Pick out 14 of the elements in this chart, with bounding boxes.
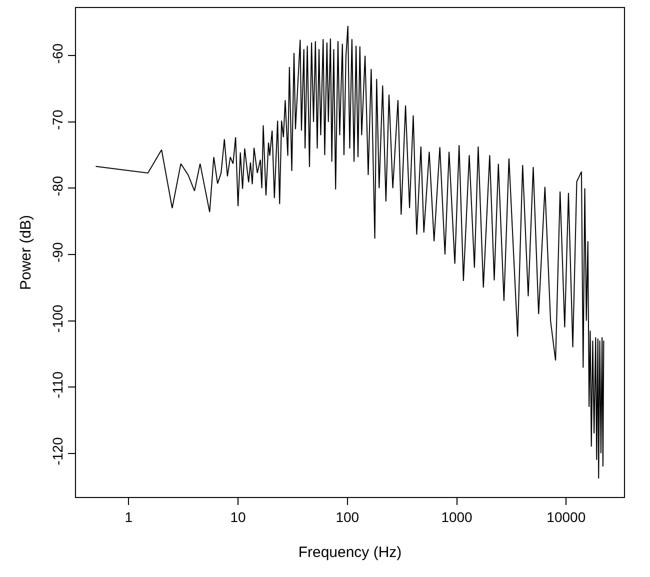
x-tick-label: 10 xyxy=(230,508,246,525)
y-tick-label: -60 xyxy=(49,43,66,64)
y-tick-label: -80 xyxy=(49,176,66,196)
y-tick-label: -90 xyxy=(49,242,66,263)
x-tick-label: 1 xyxy=(124,508,133,525)
y-tick-label: -70 xyxy=(49,110,66,130)
y-tick-label: -110 xyxy=(49,371,66,398)
y-tick-label: -120 xyxy=(49,436,66,466)
y-axis-title: Power (dB) xyxy=(18,214,35,290)
x-axis-title: Frequency (Hz) xyxy=(298,544,402,561)
x-tick-label: 1000 xyxy=(441,508,473,525)
y-tick-label: -100 xyxy=(49,304,66,333)
x-tick-label: 100 xyxy=(336,508,360,525)
x-tick-label: 10000 xyxy=(546,508,586,525)
